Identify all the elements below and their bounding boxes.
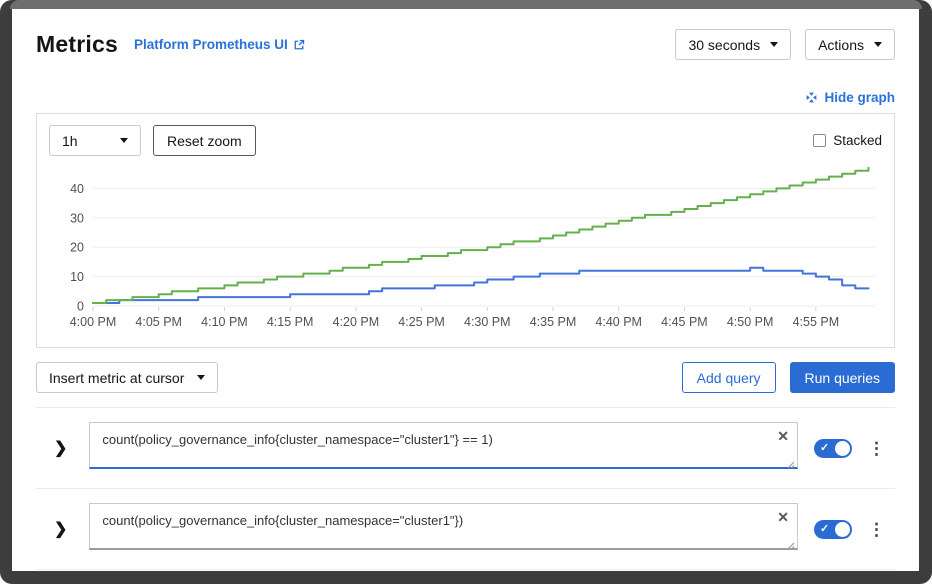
timespan-value: 1h xyxy=(62,133,78,149)
external-link-icon xyxy=(293,39,305,51)
toggle-check-icon: ✓ xyxy=(820,522,829,535)
svg-text:4:35 PM: 4:35 PM xyxy=(530,315,577,329)
insert-metric-label: Insert metric at cursor xyxy=(49,370,184,386)
prometheus-ui-link-label: Platform Prometheus UI xyxy=(134,37,288,52)
metrics-chart[interactable]: 0 10 20 30 40 4:00 PM 4:05 PM 4:10 PM 4:15 PM 4:2… xyxy=(49,160,882,343)
svg-text:4:15 PM: 4:15 PM xyxy=(267,315,314,329)
svg-text:4:45 PM: 4:45 PM xyxy=(661,315,708,329)
hide-graph-link[interactable]: Hide graph xyxy=(805,90,895,105)
svg-text:4:30 PM: 4:30 PM xyxy=(464,315,511,329)
expand-query-button[interactable]: ❯ xyxy=(46,434,75,462)
caret-down-icon xyxy=(120,138,128,143)
actions-label: Actions xyxy=(818,37,864,53)
query-toolbar: Insert metric at cursor Add query Run qu… xyxy=(36,362,895,393)
resize-handle-icon[interactable] xyxy=(786,541,795,550)
svg-text:0: 0 xyxy=(77,300,84,314)
actions-dropdown[interactable]: Actions xyxy=(805,29,895,60)
caret-down-icon xyxy=(874,42,882,47)
svg-text:4:20 PM: 4:20 PM xyxy=(333,315,380,329)
run-queries-button[interactable]: Run queries xyxy=(790,362,896,393)
resize-handle-icon[interactable] xyxy=(786,460,795,469)
svg-text:4:05 PM: 4:05 PM xyxy=(135,315,182,329)
compress-icon xyxy=(805,91,818,104)
refresh-interval-select[interactable]: 30 seconds xyxy=(675,29,791,60)
add-query-button[interactable]: Add query xyxy=(682,362,776,393)
kebab-menu-button[interactable]: ⋮ xyxy=(868,521,885,538)
query-input-wrap: count(policy_governance_info{cluster_nam… xyxy=(89,422,798,474)
window-frame-top xyxy=(10,0,922,9)
hide-graph-row: Hide graph xyxy=(36,90,895,105)
chevron-right-icon: ❯ xyxy=(54,440,67,457)
graph-card: 1h Reset zoom Stacked 0 10 20 30 40 4:00 PM 4:… xyxy=(36,113,895,348)
refresh-interval-value: 30 seconds xyxy=(688,37,760,53)
svg-text:4:50 PM: 4:50 PM xyxy=(727,315,774,329)
stacked-checkbox[interactable] xyxy=(813,134,826,147)
toggle-knob xyxy=(835,522,850,537)
caret-down-icon xyxy=(197,375,205,380)
reset-zoom-button[interactable]: Reset zoom xyxy=(153,125,256,156)
page-header: Metrics Platform Prometheus UI 30 second… xyxy=(36,29,895,60)
query-row: ❯ count(policy_governance_info{cluster_n… xyxy=(36,488,895,569)
enable-query-toggle[interactable]: ✓ xyxy=(814,520,852,539)
metrics-chart-svg[interactable]: 0 10 20 30 40 4:00 PM 4:05 PM 4:10 PM 4:15 PM 4:2… xyxy=(49,160,883,338)
query-input-wrap: count(policy_governance_info{cluster_nam… xyxy=(89,503,798,555)
expand-query-button[interactable]: ❯ xyxy=(46,515,75,543)
query-row: ❯ count(policy_governance_info{cluster_n… xyxy=(36,407,895,488)
svg-text:40: 40 xyxy=(70,182,84,196)
svg-text:4:40 PM: 4:40 PM xyxy=(595,315,642,329)
chevron-right-icon: ❯ xyxy=(54,521,67,538)
toggle-knob xyxy=(835,441,850,456)
query-input[interactable]: count(policy_governance_info{cluster_nam… xyxy=(89,503,798,550)
hide-graph-label: Hide graph xyxy=(824,90,895,105)
clear-query-button[interactable]: ✕ xyxy=(777,510,789,524)
graph-controls: 1h Reset zoom Stacked xyxy=(49,125,882,156)
stacked-control[interactable]: Stacked xyxy=(813,133,882,148)
enable-query-toggle[interactable]: ✓ xyxy=(814,439,852,458)
timespan-select[interactable]: 1h xyxy=(49,125,141,156)
page-title: Metrics xyxy=(36,31,118,58)
svg-text:4:10 PM: 4:10 PM xyxy=(201,315,248,329)
svg-text:4:25 PM: 4:25 PM xyxy=(398,315,445,329)
query-input[interactable]: count(policy_governance_info{cluster_nam… xyxy=(89,422,798,469)
caret-down-icon xyxy=(770,42,778,47)
clear-query-button[interactable]: ✕ xyxy=(777,429,789,443)
svg-text:4:55 PM: 4:55 PM xyxy=(793,315,840,329)
query-list: ❯ count(policy_governance_info{cluster_n… xyxy=(36,407,895,570)
kebab-menu-button[interactable]: ⋮ xyxy=(868,440,885,457)
svg-text:4:00 PM: 4:00 PM xyxy=(70,315,117,329)
svg-text:30: 30 xyxy=(70,211,84,225)
toggle-check-icon: ✓ xyxy=(820,441,829,454)
stacked-label: Stacked xyxy=(833,133,882,148)
insert-metric-dropdown[interactable]: Insert metric at cursor xyxy=(36,362,218,393)
prometheus-ui-link[interactable]: Platform Prometheus UI xyxy=(134,37,305,52)
metrics-page: Metrics Platform Prometheus UI 30 second… xyxy=(12,9,919,571)
svg-text:20: 20 xyxy=(70,241,84,255)
svg-text:10: 10 xyxy=(70,270,84,284)
